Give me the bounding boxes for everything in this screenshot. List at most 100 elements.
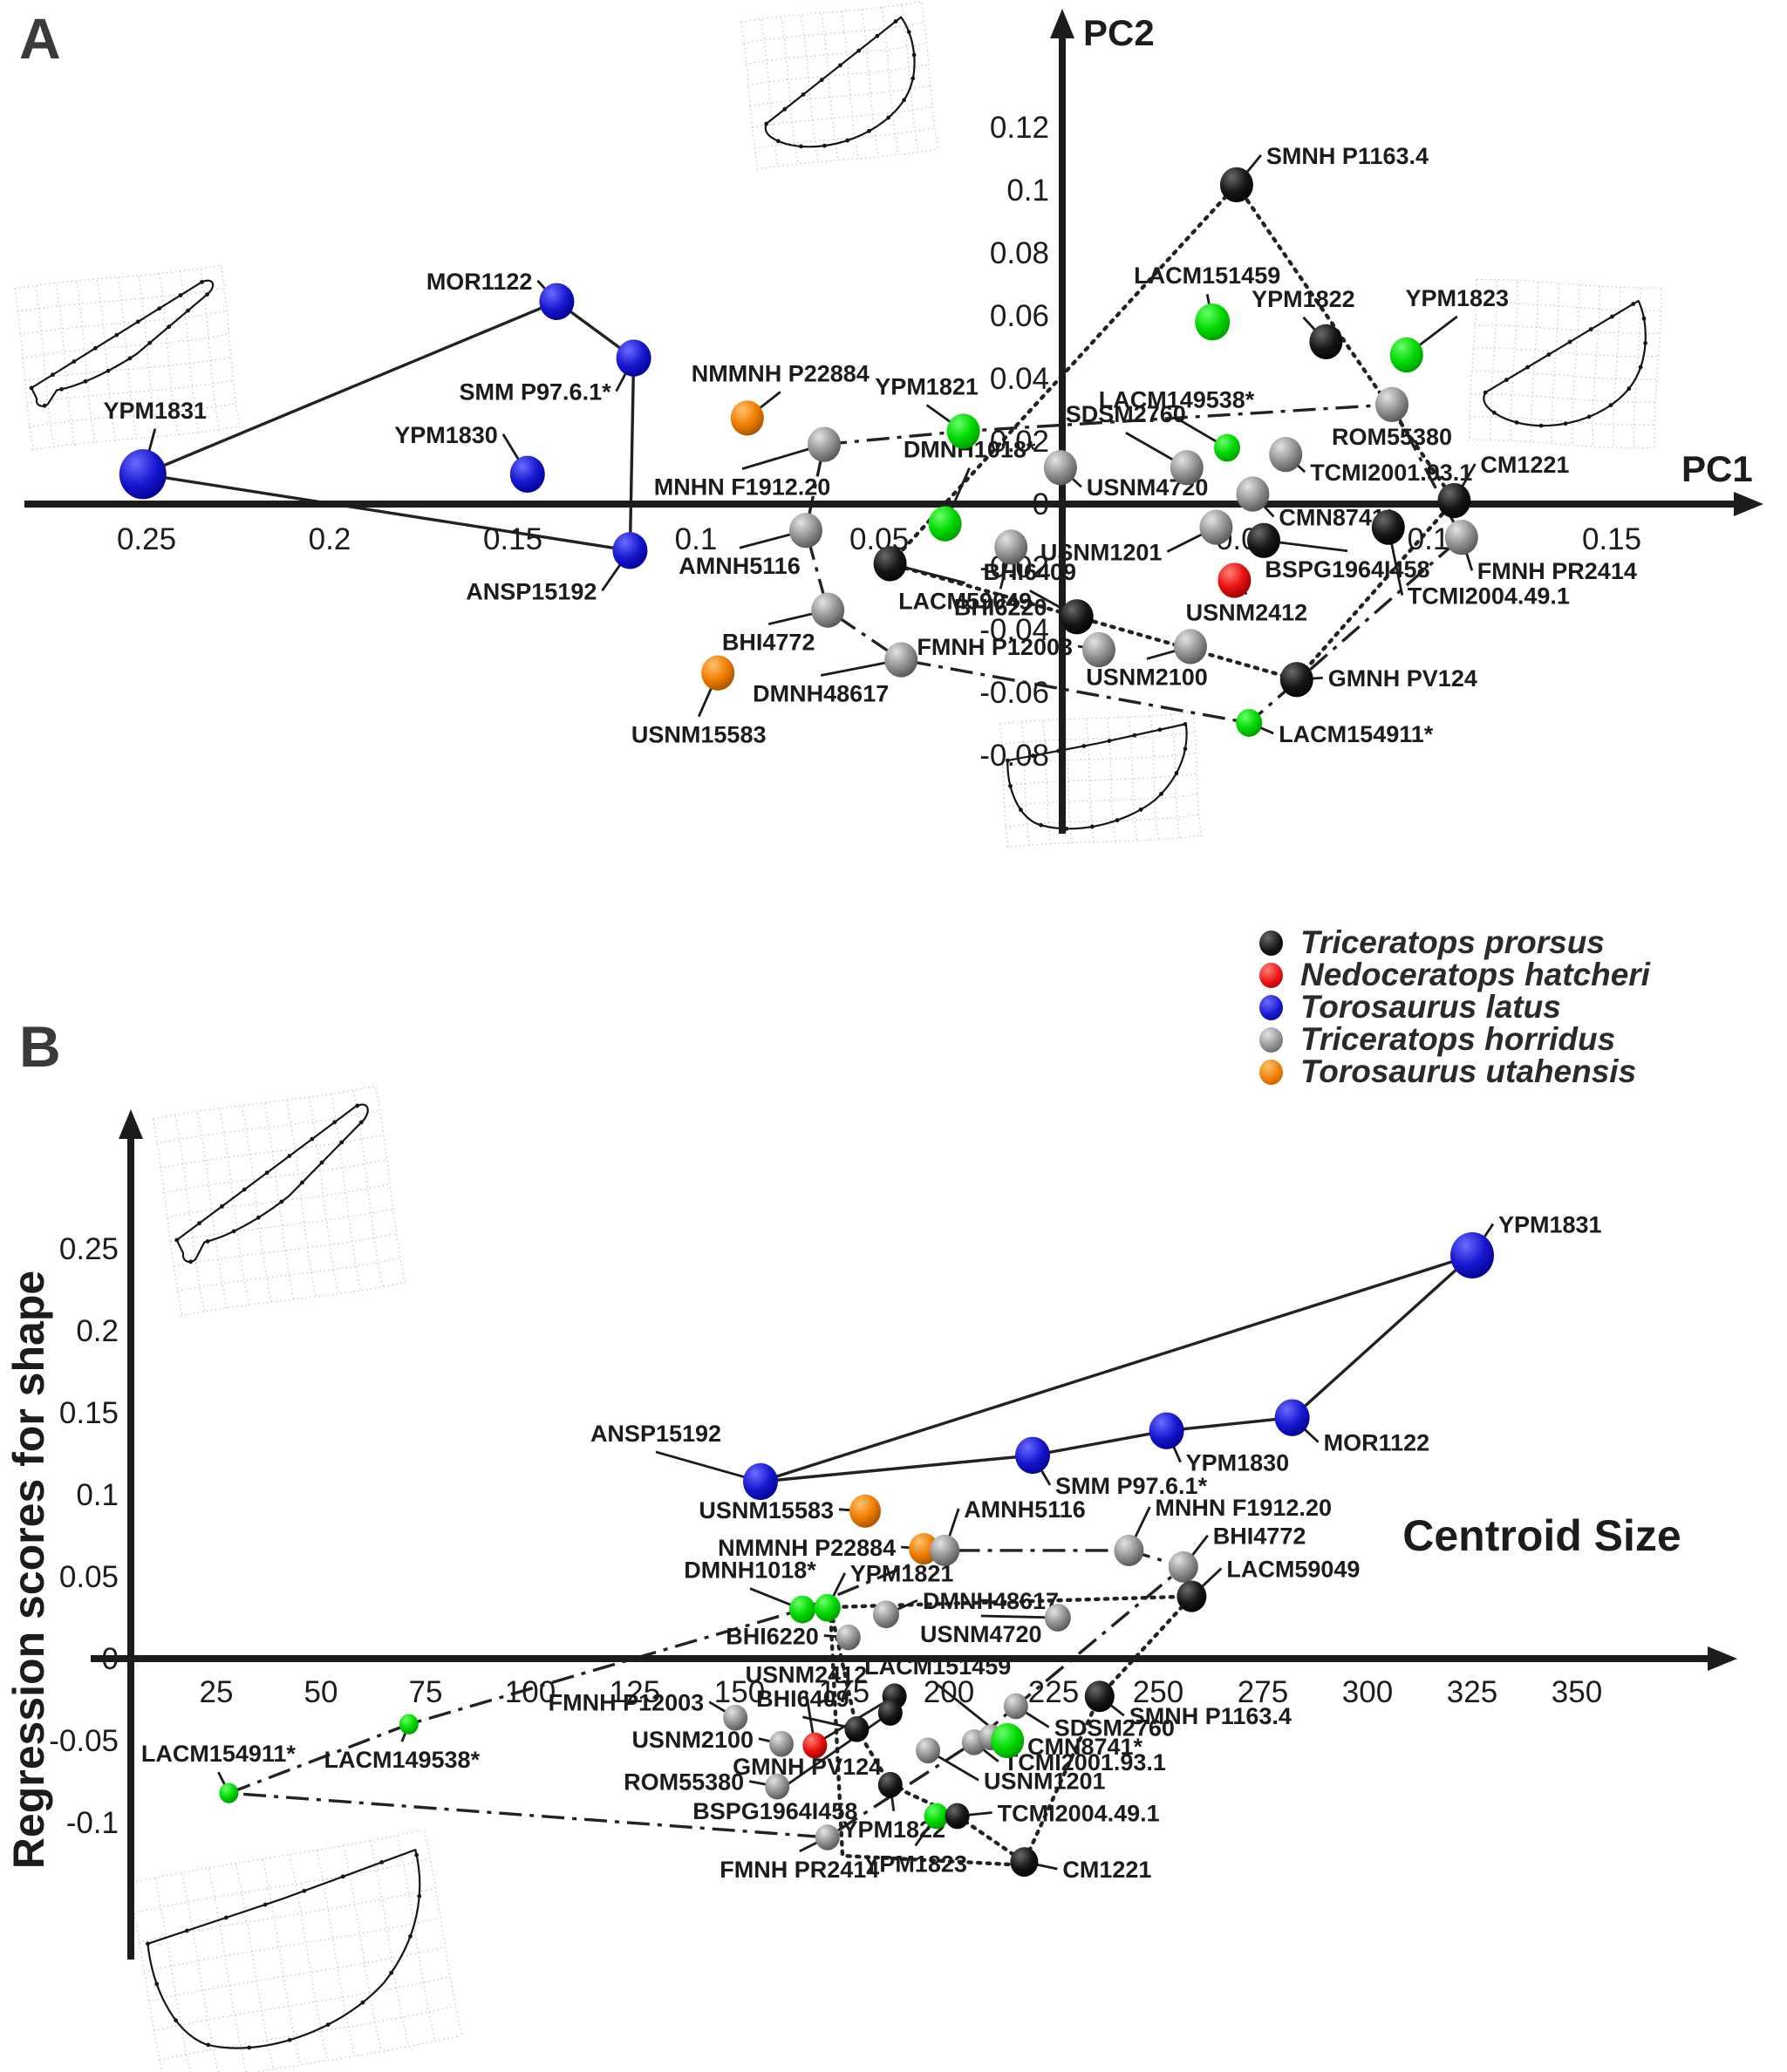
point-cm1221-a	[1437, 482, 1471, 519]
point-label: TCMI2004.49.1	[998, 1800, 1160, 1826]
point-label: LACM154911*	[141, 1741, 297, 1767]
point-amnh5116-b	[930, 1534, 960, 1566]
point-dmnh1018--a	[928, 506, 962, 542]
point-label: GMNH PV124	[733, 1754, 882, 1780]
point-label: BHI6409	[984, 559, 1077, 585]
point-label: BHI6220	[726, 1624, 819, 1650]
point-label: FMNH PR2414	[1477, 558, 1637, 584]
x-tick-label: 0.15	[483, 522, 542, 556]
point-usnm4720-b	[1044, 1604, 1071, 1632]
frill-outline	[175, 1103, 369, 1264]
x-tick-label: 100	[505, 1675, 556, 1709]
point-label: TCMI2001.93.1	[1004, 1749, 1166, 1776]
tps-grid-inset	[152, 1085, 406, 1317]
legend-label-prorsus: Triceratops prorsus	[1300, 924, 1605, 960]
legend-item-horridus: Triceratops horridus	[1259, 1021, 1650, 1057]
point-label: YPM1830	[394, 422, 498, 448]
point-label: MOR1122	[426, 269, 533, 295]
point-label: FMNH P12003	[917, 634, 1073, 660]
legend-label-utahensis: Torosaurus utahensis	[1300, 1053, 1637, 1089]
point-ypm1823-a	[1389, 337, 1423, 373]
y-tick-label: -0.05	[49, 1724, 119, 1758]
point-label: YPM1831	[104, 398, 208, 424]
y-tick-label: 0	[1033, 487, 1049, 521]
point-sdsm2760-a	[1170, 450, 1204, 486]
point-lacm149538--b	[399, 1714, 419, 1735]
point-mnhn-f1912-20-b	[1114, 1534, 1144, 1566]
x-tick-label: 225	[1028, 1675, 1079, 1709]
point-label: BHI6409	[756, 1686, 849, 1712]
point-label: SMNH P1163.4	[1129, 1703, 1292, 1729]
point-lacm154911--b	[219, 1782, 239, 1803]
point-ypm1822-b	[877, 1771, 903, 1798]
point-label: SMM P97.6.1*	[460, 379, 612, 406]
point-label: CM1221	[1062, 1857, 1151, 1883]
tps-grid-inset	[127, 1829, 463, 2072]
x-tick-label: 275	[1238, 1675, 1288, 1709]
legend-dot-horridus	[1259, 1026, 1283, 1053]
point-usnm15583-b	[849, 1494, 881, 1528]
point-smnh-p1163-4-a	[1219, 167, 1253, 203]
point-label: LACM154911*	[1279, 721, 1434, 747]
x-tick-label: 125	[610, 1675, 660, 1709]
point-label: DMNH1018*	[684, 1557, 816, 1584]
axis-title: Centroid Size	[1402, 1511, 1681, 1560]
point-label: DMNH48617	[753, 681, 889, 707]
point-lacm151459-a	[1195, 303, 1231, 341]
point-label: DMNH48617	[923, 1588, 1059, 1614]
y-tick-label: 0.04	[990, 362, 1049, 396]
tps-grid-inset	[999, 711, 1203, 849]
point-tcmi2004-49-1-a	[1371, 509, 1405, 545]
point-ansp15192-b	[743, 1462, 778, 1501]
point-label: SDSM2760	[1066, 401, 1186, 427]
y-tick-label: -0.1	[66, 1806, 119, 1840]
hull-solid	[137, 299, 636, 553]
point-ypm1831-a	[119, 449, 167, 500]
point-ypm1821-a	[946, 413, 980, 449]
point-ypm1830-b	[1149, 1412, 1184, 1449]
point-mor1122-a	[539, 283, 575, 320]
x-tick-label: 350	[1552, 1675, 1602, 1709]
x-axis-arrow	[1734, 492, 1763, 516]
point-label: MOR1122	[1324, 1430, 1430, 1456]
panel-B: 2550751001251501752002252502753003253500…	[4, 1085, 1737, 2072]
frill-outline	[1006, 722, 1188, 830]
point-label: LACM151459	[864, 1653, 1011, 1680]
x-axis-arrow	[1708, 1646, 1737, 1671]
point-label: USNM2100	[1086, 664, 1208, 690]
point-lacm59049-a	[873, 546, 907, 582]
y-tick-label: 0.15	[59, 1396, 119, 1430]
frill-outline	[30, 279, 215, 407]
point-label: YPM1822	[1252, 286, 1355, 312]
point-usnm1201-a	[1199, 509, 1233, 545]
point-label: USNM15583	[699, 1497, 834, 1523]
y-tick-label: -0.08	[979, 739, 1049, 773]
point-label: YPM1830	[1186, 1450, 1290, 1476]
x-tick-label: 0.2	[309, 522, 351, 556]
point-label: ROM55380	[1332, 424, 1452, 450]
axis-title: PC2	[1083, 12, 1155, 53]
x-tick-label: 150	[714, 1675, 765, 1709]
point-label: AMNH5116	[964, 1496, 1086, 1523]
point-label: SMNH P1163.4	[1266, 143, 1429, 169]
y-tick-label: 0.08	[990, 236, 1049, 270]
y-axis-arrow	[1050, 9, 1074, 38]
point-ypm1821-b	[814, 1593, 841, 1622]
x-tick-label: 250	[1133, 1675, 1183, 1709]
x-tick-label: 300	[1342, 1675, 1393, 1709]
point-ypm1830-a	[509, 455, 545, 493]
y-tick-label: -0.06	[979, 676, 1049, 710]
point-label: BHI6220	[954, 594, 1047, 620]
point-usnm2412-a	[1217, 562, 1252, 598]
frill-outline	[147, 1848, 421, 2049]
point-bhi6409-b	[844, 1716, 870, 1742]
taxon-legend: Triceratops prorsus Nedoceratops hatcheri…	[1259, 924, 1650, 1089]
panel-a-letter: A	[19, 6, 61, 71]
hull-dotted	[828, 1594, 1197, 1865]
point-usnm4720-a	[1043, 450, 1077, 486]
y-tick-label: 0.1	[1006, 174, 1049, 208]
point-bhi6220-b	[836, 1624, 861, 1651]
point-label: LACM151459	[1134, 262, 1280, 289]
y-tick-label: 0.02	[990, 425, 1049, 459]
